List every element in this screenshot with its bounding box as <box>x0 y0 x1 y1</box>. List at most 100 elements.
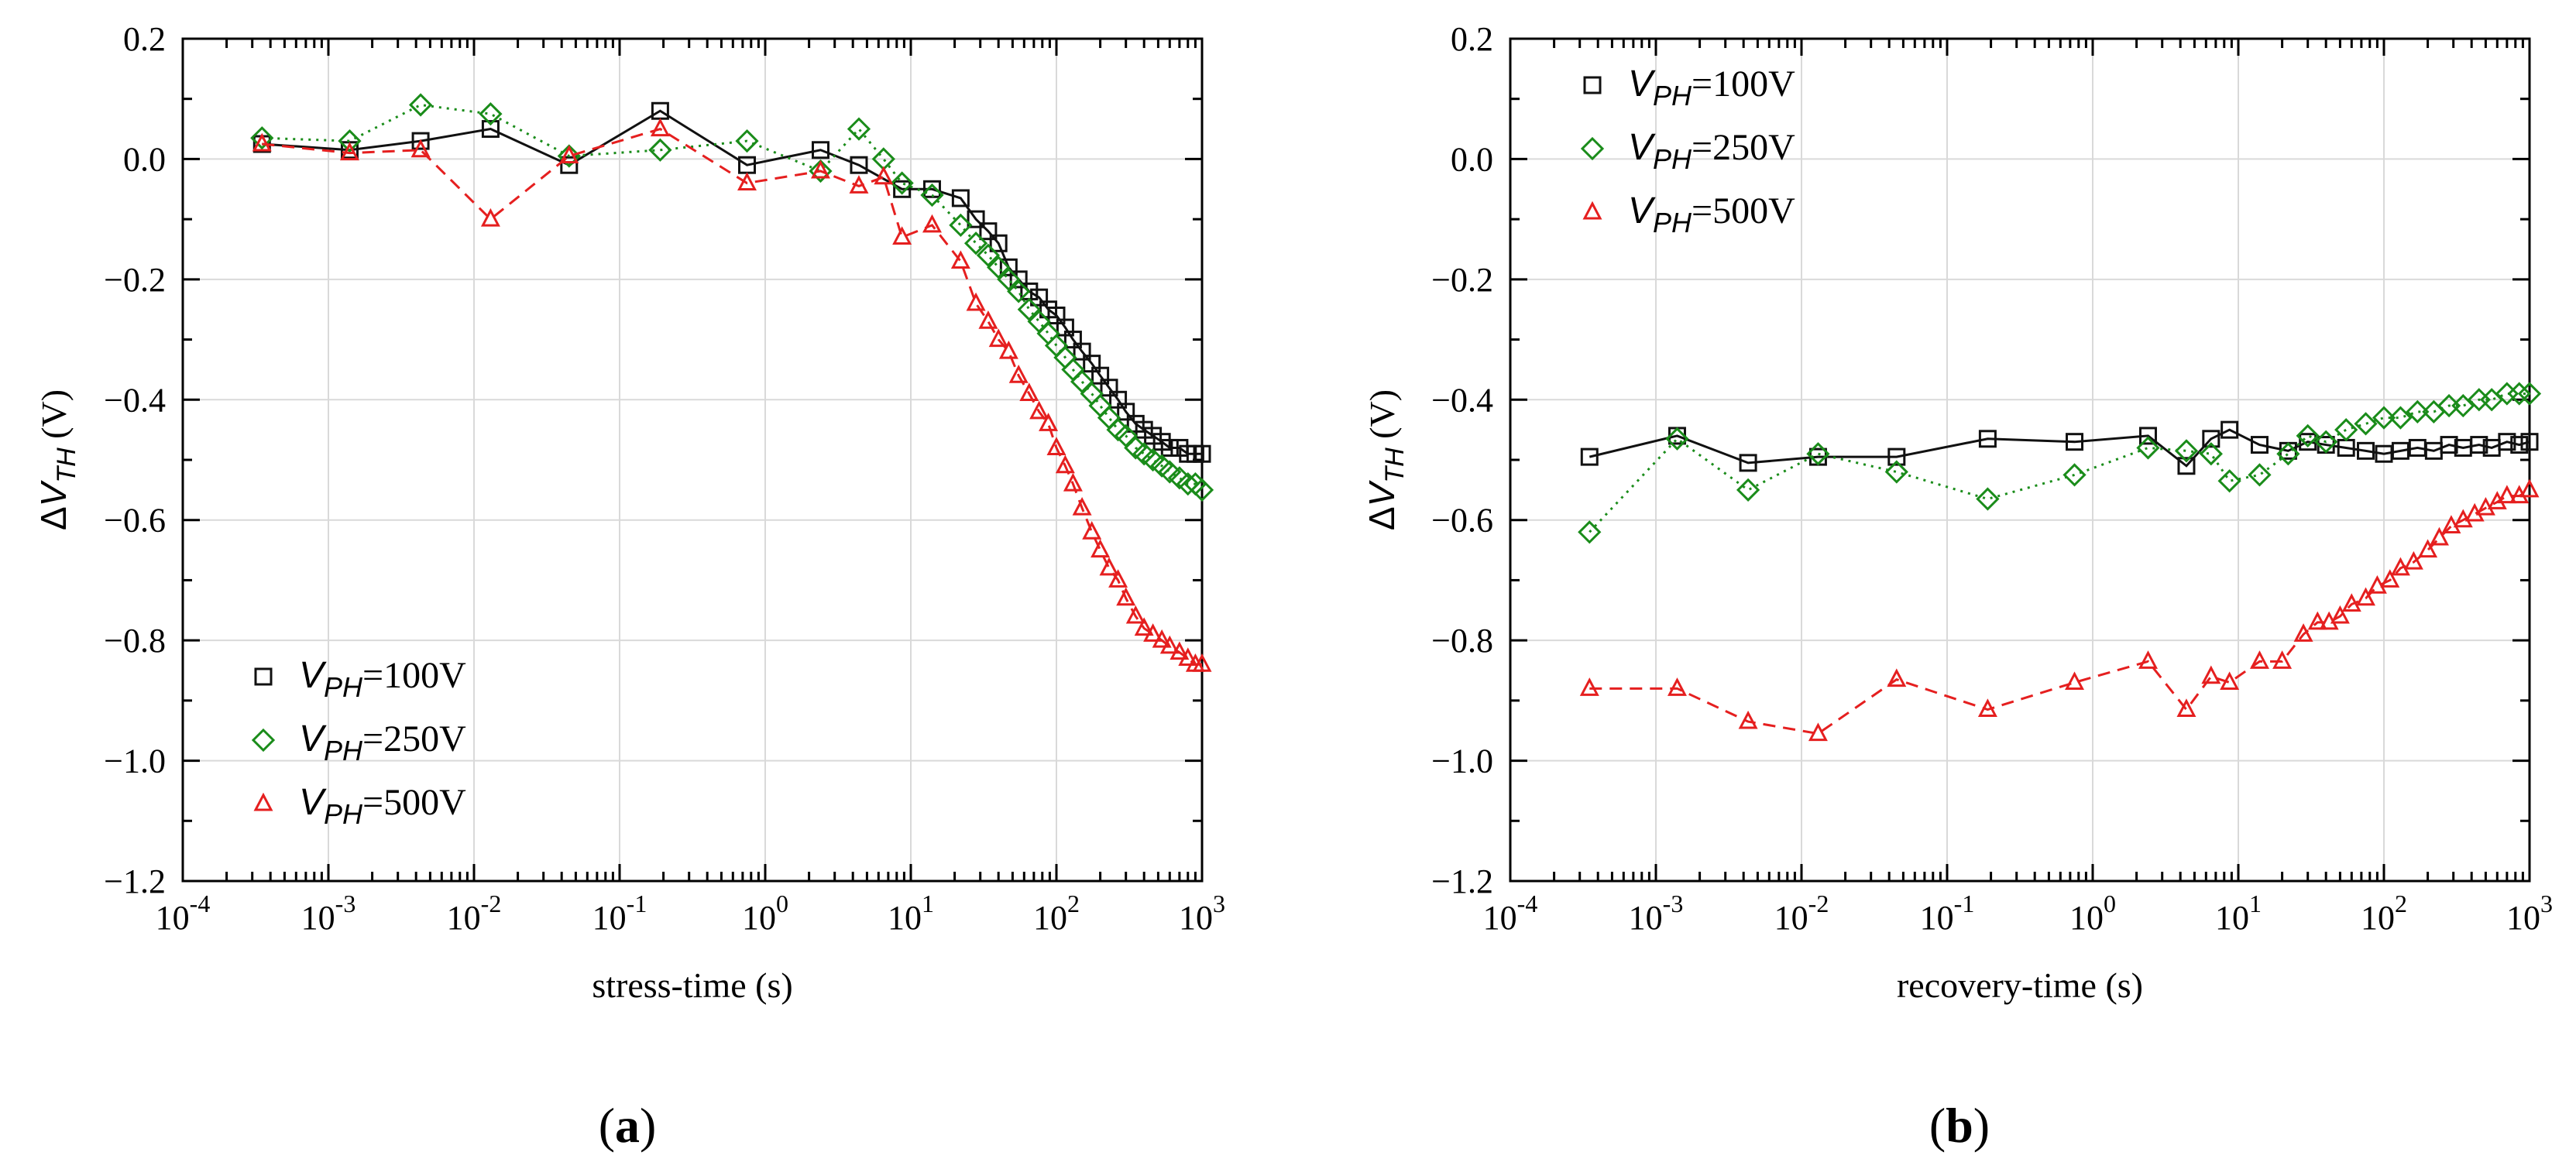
legend-entry: VPH=100V <box>254 655 466 703</box>
data-point <box>966 292 986 311</box>
data-point <box>2429 526 2449 546</box>
y-tick-label: −0.4 <box>1431 381 1493 419</box>
data-point <box>1097 406 1121 430</box>
x-tick-label: 10-4 <box>1483 890 1538 937</box>
data-point <box>1193 444 1211 463</box>
data-point <box>978 310 998 329</box>
data-point <box>1099 557 1119 576</box>
data-point <box>2217 469 2241 493</box>
data-point <box>2520 433 2539 451</box>
data-point <box>1144 427 1163 445</box>
legend-label: VPH=500V <box>1628 190 1795 238</box>
x-tick-label: 10-1 <box>1920 890 1975 937</box>
data-point <box>2272 650 2293 669</box>
x-tick-label: 101 <box>2215 890 2262 937</box>
data-point <box>560 156 579 174</box>
data-point <box>2136 436 2160 460</box>
y-tick-label: 0.0 <box>123 140 166 178</box>
data-point <box>2389 406 2413 430</box>
data-point <box>1055 454 1075 474</box>
data-point <box>2248 463 2272 487</box>
y-tick-label: −0.8 <box>104 622 166 660</box>
data-point <box>2451 393 2475 418</box>
series-250v <box>1578 382 2542 544</box>
data-point <box>998 340 1018 359</box>
legend-marker <box>251 728 276 753</box>
data-point <box>1017 297 1041 321</box>
data-point <box>250 126 274 150</box>
data-point <box>1108 569 1128 588</box>
data-point <box>408 93 433 117</box>
legend-label: VPH=500V <box>299 782 466 830</box>
data-point <box>1152 629 1172 648</box>
data-point <box>1808 722 1828 742</box>
data-point <box>1160 438 1179 457</box>
data-point <box>480 207 500 227</box>
x-tick-label: 100 <box>2069 890 2116 937</box>
data-point <box>922 214 942 233</box>
data-point <box>2519 478 2540 498</box>
x-tick-label: 10-2 <box>447 890 502 937</box>
y-tick-label: −1.2 <box>104 862 166 900</box>
data-point <box>892 226 912 245</box>
data-point <box>1143 623 1163 642</box>
data-point <box>2202 430 2221 448</box>
y-tick-label: −0.2 <box>104 261 166 299</box>
data-point <box>2367 574 2387 594</box>
data-point <box>951 189 970 207</box>
data-point <box>2174 439 2199 463</box>
data-point <box>2510 436 2529 454</box>
data-point <box>2440 436 2458 454</box>
legend-marker <box>253 792 273 811</box>
data-point <box>1578 520 1602 544</box>
y-tick-label: −0.6 <box>104 502 166 540</box>
series-line <box>1589 393 2530 533</box>
data-point <box>2276 442 2300 466</box>
data-point <box>2330 605 2350 624</box>
data-point <box>976 243 1001 267</box>
data-point <box>2201 665 2221 684</box>
data-point <box>1114 423 1138 448</box>
data-point <box>2066 433 2084 451</box>
data-point <box>1159 635 1180 654</box>
data-point <box>481 120 500 139</box>
legend-entry: VPH=100V <box>1583 63 1795 111</box>
data-point <box>1007 279 1031 303</box>
data-point <box>2470 436 2488 454</box>
chart-panel-a: 10-4 10-3 10-2 10-1 100 101 102 103 0.2 0.0 −0.2 −0… <box>33 20 1225 1005</box>
data-point <box>1739 454 1757 472</box>
data-point <box>1736 478 1760 502</box>
chart-panel-b: 10-4 10-3 10-2 10-1 100 101 102 103 0.2 0.0 −0.2 −0… <box>1362 20 2553 1005</box>
data-point <box>967 210 985 228</box>
panel-label: (a) <box>599 1098 657 1153</box>
data-point <box>1884 460 1908 484</box>
data-point <box>1072 496 1092 516</box>
legend-marker <box>1582 201 1602 220</box>
data-point <box>1134 617 1154 636</box>
data-point <box>988 328 1008 348</box>
x-tick-label: 10-4 <box>156 890 211 937</box>
data-point <box>1019 382 1039 402</box>
data-point <box>1039 413 1059 431</box>
data-point <box>2341 593 2361 612</box>
data-point <box>1190 478 1214 502</box>
data-point <box>1117 403 1135 421</box>
data-point <box>810 159 830 179</box>
legend-entry: VPH=500V <box>1582 190 1795 238</box>
legend-entry: VPH=250V <box>251 718 466 766</box>
y-tick-label: −0.8 <box>1431 622 1493 660</box>
x-tick-label: 101 <box>888 890 934 937</box>
data-point <box>2517 382 2542 406</box>
y-tick-label: −0.2 <box>1431 261 1493 299</box>
x-tick-label: 10-3 <box>301 890 356 937</box>
data-point <box>2307 611 2327 630</box>
data-point <box>1116 587 1136 606</box>
data-point <box>648 138 672 162</box>
data-point <box>338 129 362 153</box>
data-point <box>410 139 431 158</box>
series-line <box>262 103 1204 491</box>
data-point <box>1088 393 1112 418</box>
data-point <box>1046 437 1066 455</box>
data-point <box>1073 342 1091 361</box>
data-point <box>1977 698 1997 718</box>
